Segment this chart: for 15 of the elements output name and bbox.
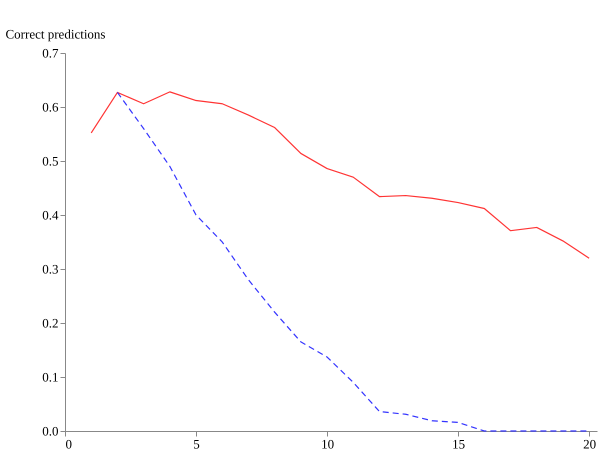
- x-tick-label: 15: [452, 436, 466, 452]
- y-tick-label: 0.3: [42, 262, 58, 276]
- line-series: [90, 91, 590, 259]
- y-tick-label: 0.0: [42, 424, 58, 438]
- y-tick-label: 0.7: [42, 46, 59, 60]
- y-axis-title: Correct predictions: [6, 26, 106, 42]
- y-tick-label: 0.4: [42, 208, 59, 222]
- x-tick-label: 20: [583, 436, 596, 452]
- y-tick-label: 0.5: [42, 154, 58, 168]
- x-tick-label: 0: [66, 436, 72, 452]
- y-tick-label: 0.1: [42, 370, 58, 384]
- x-tick-label: 10: [321, 436, 334, 452]
- y-tick-label: 0.2: [42, 316, 58, 330]
- x-tick-label: 5: [193, 436, 200, 452]
- y-tick-label: 0.6: [42, 100, 59, 114]
